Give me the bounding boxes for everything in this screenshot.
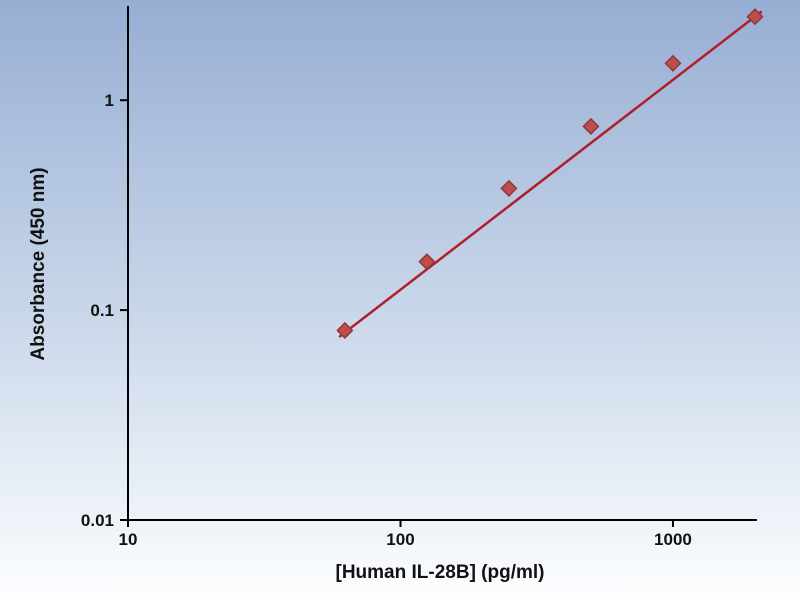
data-point-diamond — [500, 179, 518, 197]
data-point-diamond — [664, 54, 682, 72]
trend-line — [338, 10, 763, 338]
x-axis-title: [Human IL-28B] (pg/ml) — [336, 562, 545, 583]
x-tick-label: 100 — [386, 530, 414, 549]
ticks-layer: 10 100 1000 0.01 0.1 1 — [81, 91, 692, 549]
data-point-diamond — [746, 8, 764, 26]
y-tick-label: 0.01 — [81, 511, 114, 530]
y-tick-label: 1 — [105, 91, 114, 110]
y-axis-title: Absorbance (450 nm) — [28, 167, 49, 360]
data-point-diamond — [336, 321, 354, 340]
data-point-diamond — [582, 117, 600, 135]
series-layer — [336, 8, 764, 340]
y-tick-label: 0.1 — [90, 301, 114, 320]
x-tick-label: 10 — [119, 530, 138, 549]
data-point-diamond — [418, 253, 436, 271]
x-tick-label: 1000 — [654, 530, 692, 549]
axes-layer — [122, 6, 757, 521]
